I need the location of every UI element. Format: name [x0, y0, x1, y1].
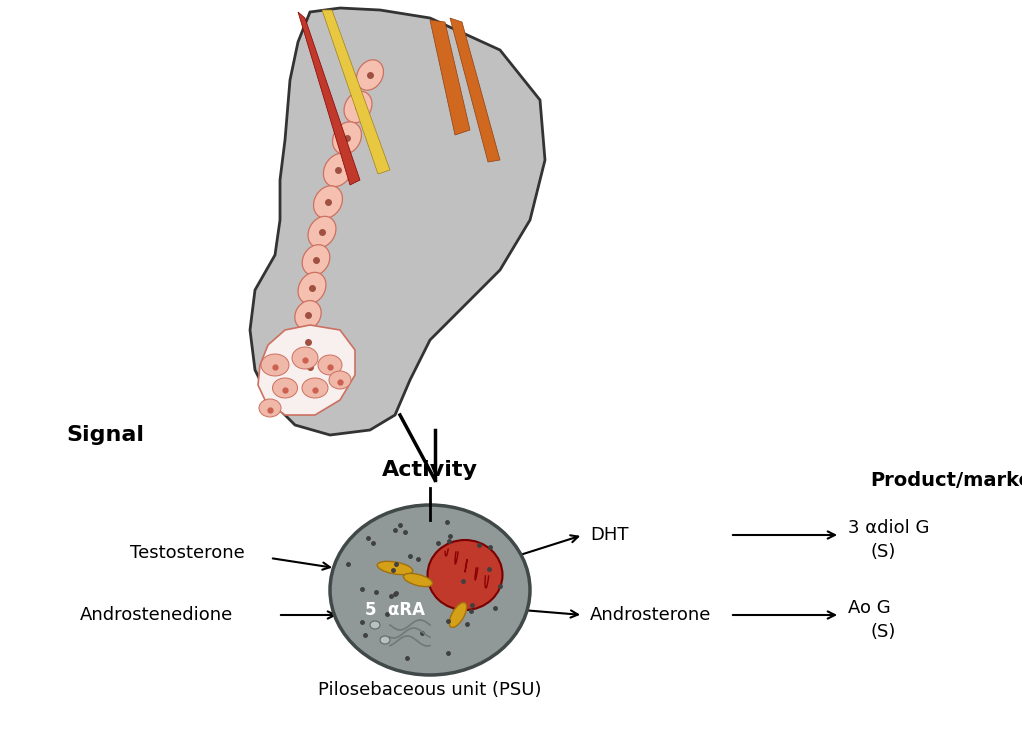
- Ellipse shape: [259, 399, 281, 417]
- Text: Activity: Activity: [382, 460, 478, 480]
- Polygon shape: [298, 12, 360, 185]
- Ellipse shape: [318, 355, 342, 375]
- Polygon shape: [258, 325, 355, 415]
- Polygon shape: [430, 20, 470, 135]
- Ellipse shape: [297, 354, 323, 380]
- Ellipse shape: [303, 245, 330, 276]
- Ellipse shape: [357, 60, 383, 90]
- Ellipse shape: [380, 636, 390, 644]
- Text: (S): (S): [870, 623, 895, 641]
- Text: (S): (S): [870, 543, 895, 561]
- Text: 5  αRA: 5 αRA: [365, 601, 425, 619]
- Polygon shape: [250, 8, 545, 435]
- Text: Ao G: Ao G: [848, 599, 890, 617]
- Ellipse shape: [370, 621, 380, 629]
- Ellipse shape: [301, 378, 328, 398]
- Text: 3 αdiol G: 3 αdiol G: [848, 519, 929, 537]
- Ellipse shape: [314, 186, 342, 218]
- Ellipse shape: [344, 91, 372, 122]
- Text: Product/marker: Product/marker: [870, 470, 1022, 489]
- Ellipse shape: [273, 378, 297, 398]
- Ellipse shape: [332, 122, 362, 154]
- Text: Pilosebaceous unit (PSU): Pilosebaceous unit (PSU): [318, 681, 542, 699]
- Ellipse shape: [450, 603, 467, 627]
- Polygon shape: [450, 18, 500, 162]
- Ellipse shape: [292, 347, 318, 369]
- Ellipse shape: [377, 562, 413, 575]
- Polygon shape: [322, 10, 390, 174]
- Ellipse shape: [298, 272, 326, 304]
- Ellipse shape: [294, 327, 321, 357]
- Text: Testosterone: Testosterone: [130, 544, 244, 562]
- Text: Signal: Signal: [66, 425, 144, 445]
- Ellipse shape: [404, 573, 432, 587]
- Text: DHT: DHT: [590, 526, 629, 544]
- Text: Androsterone: Androsterone: [590, 606, 711, 624]
- Ellipse shape: [294, 301, 321, 329]
- Ellipse shape: [329, 371, 351, 389]
- Ellipse shape: [330, 505, 530, 675]
- Text: Androstenedione: Androstenedione: [80, 606, 233, 624]
- Ellipse shape: [308, 216, 336, 248]
- Ellipse shape: [427, 540, 503, 610]
- Ellipse shape: [323, 153, 353, 186]
- Ellipse shape: [261, 354, 289, 376]
